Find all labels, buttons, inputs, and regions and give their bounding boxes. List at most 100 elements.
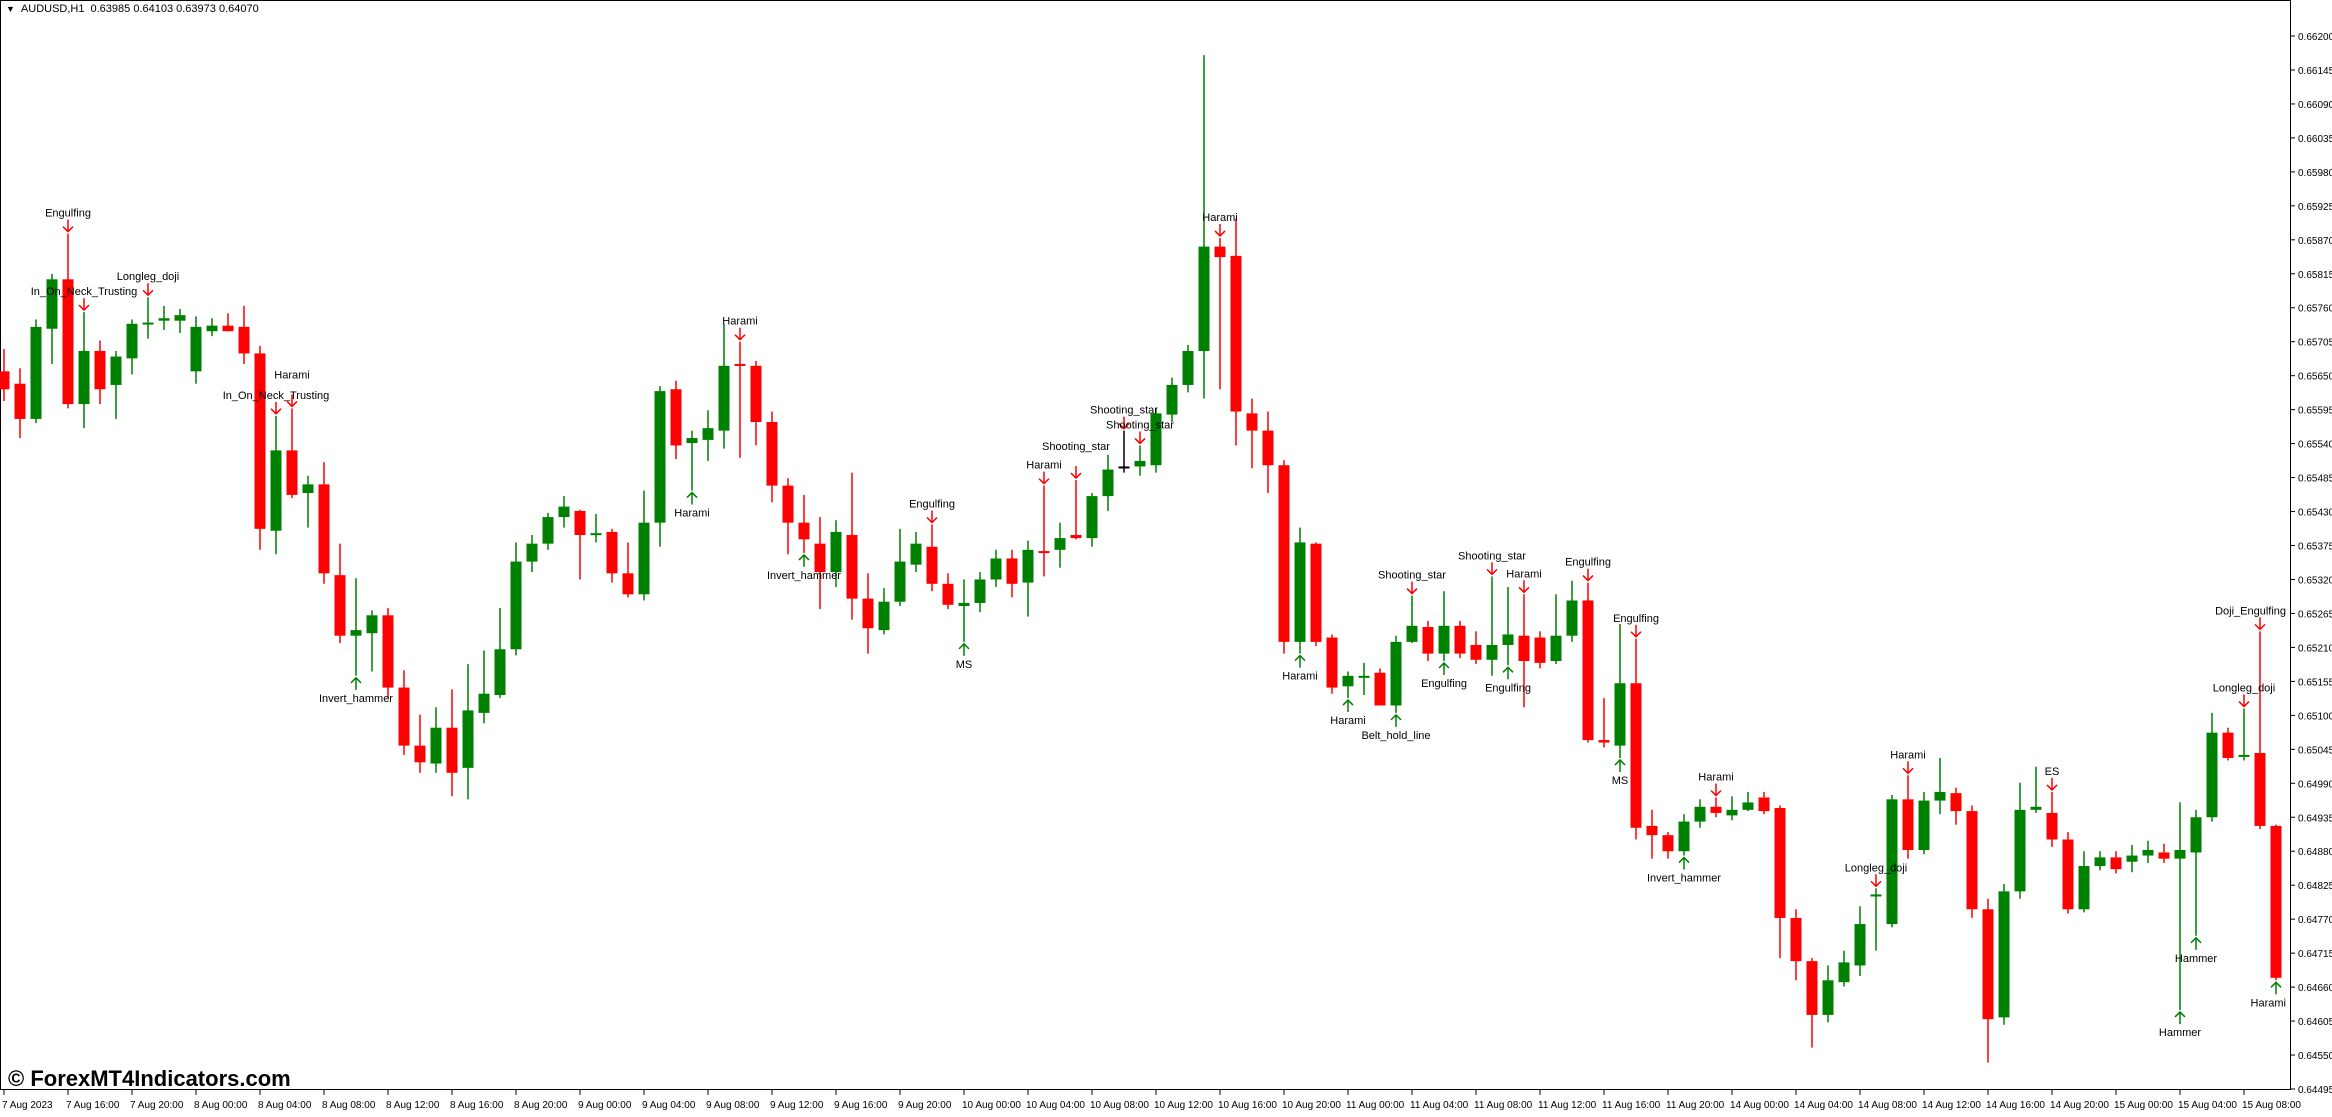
candle-body bbox=[414, 745, 426, 763]
pattern-label: Harami bbox=[274, 369, 309, 381]
candle bbox=[462, 664, 474, 800]
candle-body bbox=[2206, 732, 2218, 818]
pattern-marker: Shooting_star bbox=[1090, 405, 1158, 430]
candle bbox=[2238, 708, 2250, 761]
candle bbox=[574, 509, 586, 580]
candle-body bbox=[1374, 672, 1386, 706]
arrow-down-icon bbox=[1902, 761, 1914, 775]
candle bbox=[126, 319, 138, 375]
candle-body bbox=[1518, 635, 1530, 662]
candle-body bbox=[590, 533, 602, 536]
candle bbox=[1086, 493, 1098, 547]
candle bbox=[1646, 809, 1658, 859]
candle-body bbox=[702, 428, 714, 440]
candle bbox=[366, 610, 378, 672]
candle bbox=[1278, 460, 1290, 654]
triangle-down-icon[interactable]: ▼ bbox=[6, 4, 15, 14]
candle bbox=[1422, 620, 1434, 662]
candle-body bbox=[1534, 637, 1546, 663]
y-tick-label: 0.64770 bbox=[2298, 915, 2332, 926]
pattern-marker: Longleg_doji bbox=[1845, 862, 1907, 888]
candle bbox=[2030, 766, 2042, 813]
pattern-marker: Longleg_doji bbox=[117, 271, 179, 297]
candle-body bbox=[1710, 806, 1722, 813]
y-tick-label: 0.65045 bbox=[2298, 745, 2332, 756]
candle-body bbox=[1134, 460, 1146, 467]
candle-body bbox=[302, 484, 314, 494]
arrow-down-icon bbox=[1038, 471, 1050, 485]
candle-body bbox=[366, 615, 378, 634]
candle-body bbox=[1982, 909, 1994, 1020]
candle-body bbox=[846, 535, 858, 599]
candle-body bbox=[1790, 917, 1802, 962]
pattern-marker: Belt_hold_line bbox=[1361, 713, 1431, 742]
pattern-label: In_On_Neck_Trusting bbox=[223, 390, 330, 402]
y-tick-label: 0.66090 bbox=[2298, 100, 2332, 111]
candle bbox=[1790, 909, 1802, 981]
x-tick-label: 9 Aug 20:00 bbox=[898, 1100, 952, 1111]
candle bbox=[1774, 805, 1786, 959]
candle bbox=[1998, 883, 2010, 1025]
candle bbox=[1438, 591, 1450, 662]
pattern-label: Engulfing bbox=[1421, 678, 1467, 690]
candle-body bbox=[1118, 466, 1130, 469]
y-tick-label: 0.65485 bbox=[2298, 474, 2332, 485]
candle bbox=[2206, 712, 2218, 822]
pattern-label: Shooting_star bbox=[1042, 441, 1110, 453]
arrow-up-icon bbox=[798, 553, 810, 567]
x-tick-label: 10 Aug 00:00 bbox=[962, 1100, 1021, 1111]
arrow-down-icon bbox=[1406, 581, 1418, 595]
candle bbox=[654, 386, 666, 547]
pattern-marker: In_On_Neck_Trusting bbox=[31, 286, 137, 312]
candle bbox=[1406, 595, 1418, 644]
candle-body bbox=[1214, 246, 1226, 258]
pattern-label: Longleg_doji bbox=[2213, 683, 2275, 695]
candle bbox=[1950, 787, 1962, 825]
arrow-down-icon bbox=[1134, 431, 1146, 445]
candle-body bbox=[1694, 806, 1706, 822]
candle-body bbox=[430, 727, 442, 764]
candle-body bbox=[814, 543, 826, 573]
y-tick-label: 0.66035 bbox=[2298, 134, 2332, 145]
candle bbox=[1630, 638, 1642, 840]
arrow-up-icon bbox=[1502, 666, 1514, 680]
candle-body bbox=[990, 558, 1002, 580]
candle bbox=[1246, 398, 1258, 469]
candle bbox=[318, 462, 330, 584]
x-tick-label: 10 Aug 04:00 bbox=[1026, 1100, 1085, 1111]
pattern-marker: Engulfing bbox=[1421, 661, 1467, 690]
candle-body bbox=[1758, 797, 1770, 812]
arrow-up-icon bbox=[958, 642, 970, 656]
candle-body bbox=[1678, 821, 1690, 852]
arrow-up-icon bbox=[1390, 713, 1402, 727]
x-tick-label: 10 Aug 16:00 bbox=[1218, 1100, 1277, 1111]
x-tick-label: 7 Aug 16:00 bbox=[66, 1100, 120, 1111]
pattern-marker: Doji_Engulfing bbox=[2215, 605, 2286, 631]
candle bbox=[526, 535, 538, 573]
pattern-label: Harami bbox=[674, 508, 709, 520]
candle bbox=[1854, 906, 1866, 976]
candle bbox=[1902, 775, 1914, 859]
x-tick-label: 8 Aug 16:00 bbox=[450, 1100, 504, 1111]
pattern-marker: Shooting_star bbox=[1458, 550, 1526, 576]
candle-body bbox=[1422, 627, 1434, 654]
candle-body bbox=[686, 438, 698, 443]
arrow-down-icon bbox=[1518, 580, 1530, 594]
candle bbox=[46, 273, 58, 364]
candle-body bbox=[174, 315, 186, 321]
pattern-marker: Engulfing bbox=[45, 208, 91, 233]
x-tick-label: 11 Aug 00:00 bbox=[1346, 1100, 1405, 1111]
pattern-label: Engulfing bbox=[45, 208, 91, 220]
candle-body bbox=[1054, 538, 1066, 550]
pattern-marker: Longleg_doji bbox=[2213, 683, 2275, 708]
candle-body bbox=[2014, 809, 2026, 892]
arrow-down-icon bbox=[926, 510, 938, 524]
candle bbox=[222, 313, 234, 332]
candle-body bbox=[526, 543, 538, 562]
candle-body bbox=[926, 546, 938, 584]
candle-body bbox=[1310, 543, 1322, 642]
candle bbox=[350, 578, 362, 676]
candle bbox=[2254, 631, 2266, 829]
y-tick-label: 0.66200 bbox=[2298, 32, 2332, 43]
candle bbox=[1486, 576, 1498, 676]
